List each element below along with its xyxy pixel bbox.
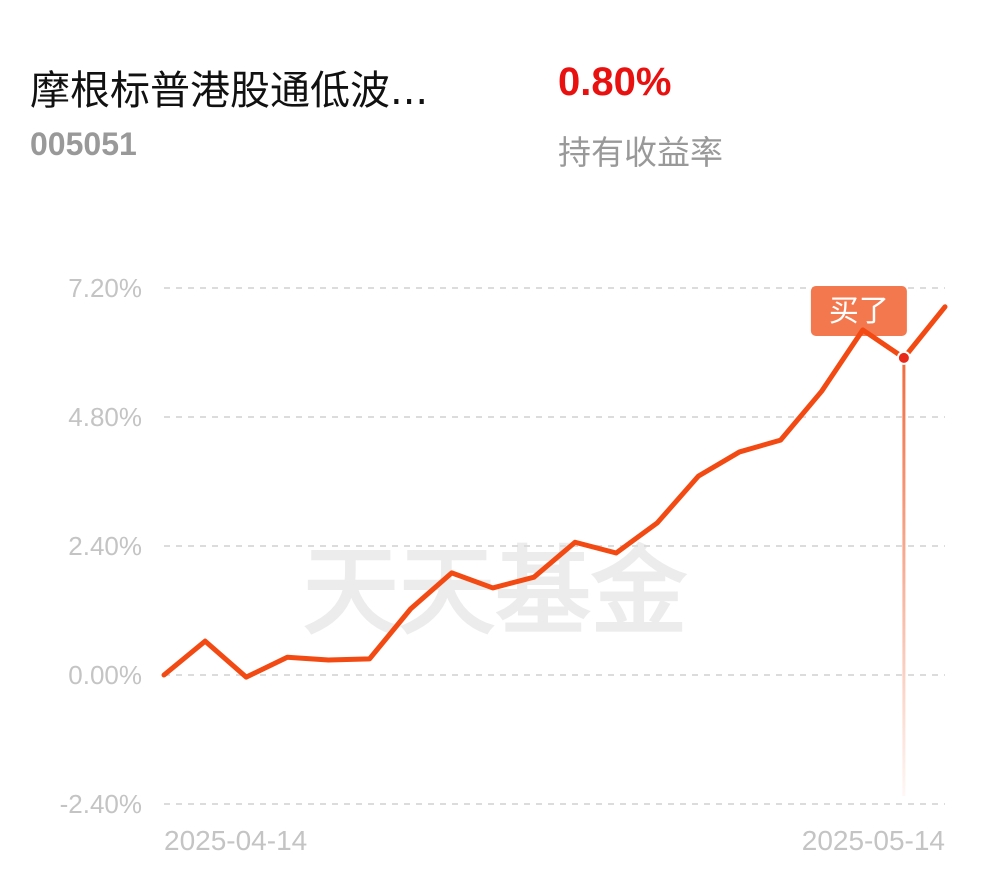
x-tick-label: 2025-05-14 — [802, 825, 945, 856]
y-tick-label: 4.80% — [68, 402, 142, 432]
buy-tag-text: 买了 — [829, 294, 889, 329]
fund-code: 005051 — [30, 126, 137, 162]
holding-return: 0.80% — [558, 60, 672, 104]
line — [161, 304, 948, 680]
x-tick-label: 2025-04-14 — [164, 825, 307, 856]
watermark: 天天基金 — [303, 535, 688, 648]
buy-point — [896, 350, 911, 365]
y-tick-label: 0.00% — [68, 660, 142, 690]
buy-drop-line — [902, 357, 906, 796]
y-tick-label: 7.20% — [68, 273, 142, 303]
fund-name[interactable]: 摩根标普港股通低波... — [30, 68, 429, 114]
holding-return-label: 持有收益率 — [558, 133, 723, 172]
y-tick-label: 2.40% — [68, 531, 142, 561]
buy-tag — [810, 286, 907, 336]
y-tick-label: -2.40% — [60, 789, 142, 819]
